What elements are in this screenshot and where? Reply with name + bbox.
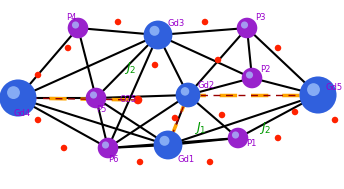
Text: P6: P6 xyxy=(108,156,118,164)
Point xyxy=(275,136,281,139)
Point xyxy=(73,23,78,26)
Text: Gd1: Gd1 xyxy=(178,154,195,163)
Point xyxy=(275,46,281,50)
Text: Gd5: Gd5 xyxy=(326,83,343,91)
Point xyxy=(219,113,225,116)
Text: Gd3: Gd3 xyxy=(168,19,185,28)
Point xyxy=(35,119,41,122)
Text: P4: P4 xyxy=(66,13,76,22)
Point xyxy=(162,139,167,142)
Point xyxy=(215,58,221,61)
Point xyxy=(105,146,111,149)
Point xyxy=(61,146,67,149)
Text: P3: P3 xyxy=(255,13,266,22)
Point xyxy=(182,90,188,93)
Point xyxy=(137,160,143,163)
Point xyxy=(242,23,247,26)
Point xyxy=(165,143,171,146)
Point xyxy=(311,88,316,91)
Point xyxy=(103,143,108,146)
Point xyxy=(155,33,161,36)
Point xyxy=(115,20,121,23)
Text: Gd4: Gd4 xyxy=(13,108,30,118)
Point xyxy=(11,91,16,94)
Text: P5: P5 xyxy=(96,105,106,115)
Text: P2: P2 xyxy=(260,66,270,74)
Point xyxy=(292,111,298,114)
Point xyxy=(35,74,41,77)
Point xyxy=(172,116,178,119)
Point xyxy=(135,98,141,101)
Text: O25: O25 xyxy=(120,95,137,105)
Point xyxy=(91,94,96,97)
Point xyxy=(249,77,255,80)
Point xyxy=(244,26,250,29)
Point xyxy=(65,46,71,50)
Text: P1: P1 xyxy=(246,139,256,149)
Text: $J_2$: $J_2$ xyxy=(124,60,136,76)
Point xyxy=(152,64,158,67)
Point xyxy=(235,136,241,139)
Point xyxy=(315,94,321,97)
Point xyxy=(15,97,21,100)
Text: $J_2$: $J_2$ xyxy=(259,120,271,136)
Point xyxy=(247,74,252,77)
Point xyxy=(75,26,81,29)
Point xyxy=(233,133,238,136)
Text: Gd2: Gd2 xyxy=(198,81,215,90)
Text: $J_1$: $J_1$ xyxy=(194,120,206,136)
Point xyxy=(185,94,191,97)
Point xyxy=(207,160,213,163)
Point xyxy=(152,29,157,32)
Point xyxy=(93,97,99,100)
Point xyxy=(332,119,338,122)
Point xyxy=(202,20,208,23)
